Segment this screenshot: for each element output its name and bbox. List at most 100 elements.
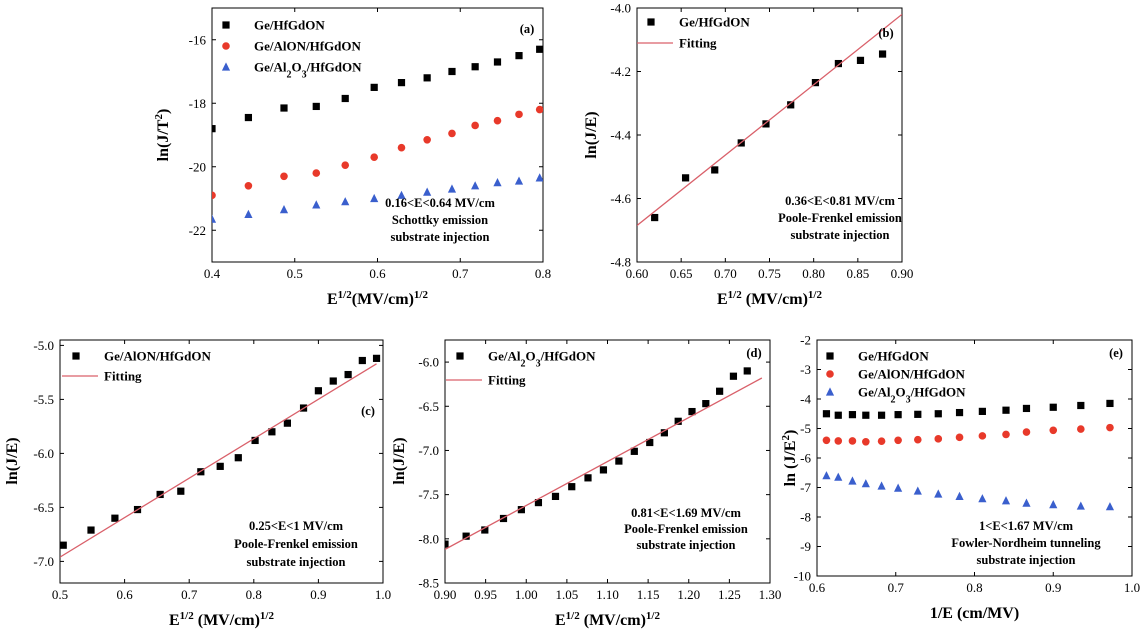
data-point bbox=[822, 471, 831, 480]
data-point bbox=[493, 58, 502, 66]
data-point bbox=[702, 400, 710, 408]
annotation-text: 1<E<1.67 MV/cm bbox=[979, 519, 1074, 533]
annotation-text: Schottky emission bbox=[392, 213, 488, 227]
y-tick-label: -5.0 bbox=[33, 338, 54, 353]
data-point bbox=[651, 213, 659, 222]
y-tick-label: -6.5 bbox=[418, 399, 439, 414]
data-point bbox=[978, 494, 987, 503]
data-point bbox=[1077, 425, 1085, 433]
data-point bbox=[934, 435, 943, 443]
y-tick-label: -6.5 bbox=[33, 500, 54, 515]
data-point bbox=[244, 113, 253, 122]
y-tick-label: -4 bbox=[800, 392, 811, 407]
data-point bbox=[894, 483, 903, 492]
data-point bbox=[397, 79, 406, 87]
x-axis-label: 1/E (cm/MV) bbox=[930, 605, 1019, 622]
panel-label: (d) bbox=[746, 346, 761, 360]
annotation-text: 0.25<E<1 MV/cm bbox=[249, 519, 344, 533]
data-point bbox=[584, 474, 592, 482]
series-ge-hfgdon bbox=[822, 399, 1114, 419]
legend: Ge/HfGdON Ge/AlON/HfGdON Ge/Al2O3/HfGdON bbox=[221, 18, 362, 81]
legend-marker bbox=[825, 387, 835, 396]
x-tick-label: 1.20 bbox=[677, 587, 700, 602]
y-tick-label: -5 bbox=[800, 421, 811, 436]
y-axis-label: ln(J/E) bbox=[4, 437, 21, 484]
plot-area bbox=[445, 367, 763, 550]
data-point bbox=[312, 200, 321, 209]
chart-panel-c: 0.5 0.6 0.7 0.8 0.9 1.0 -7.0 -6.5 -6.0 -5.5 -5.0 E1… bbox=[4, 338, 391, 629]
data-point bbox=[862, 437, 870, 446]
data-point bbox=[111, 514, 119, 522]
data-point bbox=[716, 387, 724, 395]
y-tick-label: -9 bbox=[800, 539, 811, 554]
legend: Ge/HfGdON Ge/AlON/HfGdON Ge/Al2O3/HfGdON bbox=[825, 349, 966, 405]
data-point bbox=[834, 411, 842, 419]
data-point bbox=[660, 429, 668, 437]
x-tick-label: 0.9 bbox=[310, 587, 326, 602]
data-point bbox=[599, 466, 608, 474]
x-tick-label: 0.85 bbox=[846, 266, 869, 281]
data-point bbox=[481, 526, 489, 534]
annotation-text: 0.36<E<0.81 MV/cm bbox=[785, 194, 895, 208]
data-point bbox=[1049, 500, 1058, 509]
data-point bbox=[568, 483, 576, 491]
annotation-text: 0.16<E<0.64 MV/cm bbox=[385, 196, 495, 210]
y-tick-label: -18 bbox=[189, 96, 206, 111]
data-point bbox=[822, 410, 831, 418]
data-point bbox=[60, 541, 67, 549]
x-tick-label: 0.7 bbox=[452, 266, 469, 281]
y-tick-label: -7 bbox=[800, 480, 811, 495]
data-point bbox=[212, 125, 216, 133]
x-tick-label: 0.7 bbox=[181, 587, 198, 602]
x-axis-label: E1/2(MV/cm)1/2 bbox=[327, 289, 428, 308]
data-point bbox=[955, 433, 964, 442]
annotation-text: substrate injection bbox=[391, 230, 490, 244]
legend-label: Ge/HfGdON bbox=[858, 349, 929, 364]
data-point bbox=[674, 417, 682, 425]
data-point bbox=[878, 50, 887, 58]
data-point bbox=[244, 182, 253, 190]
y-tick-label: -10 bbox=[794, 569, 811, 584]
legend: Ge/Al2O3/HfGdON Fitting bbox=[446, 349, 596, 388]
data-point bbox=[787, 101, 795, 109]
y-tick-label: -22 bbox=[189, 223, 206, 238]
data-point bbox=[370, 193, 379, 203]
data-point bbox=[370, 153, 378, 162]
panel-label: (c) bbox=[361, 404, 375, 418]
y-tick-label: -2 bbox=[800, 333, 811, 348]
panel-label: (b) bbox=[878, 26, 893, 40]
x-tick-label: 0.7 bbox=[888, 580, 905, 595]
data-point bbox=[861, 479, 870, 488]
x-tick-label: 1.25 bbox=[718, 587, 741, 602]
data-point bbox=[856, 56, 865, 64]
series-ge-al2o3-hfgdon bbox=[445, 367, 751, 548]
data-point bbox=[372, 354, 381, 362]
data-point bbox=[1106, 399, 1114, 408]
data-point bbox=[743, 367, 751, 375]
data-point bbox=[344, 370, 352, 379]
legend-marker bbox=[826, 352, 834, 360]
data-point bbox=[279, 205, 289, 214]
y-tick-label: -8.0 bbox=[418, 531, 439, 546]
x-tick-label: 1.00 bbox=[515, 587, 538, 602]
x-tick-label: 1.0 bbox=[1124, 580, 1140, 595]
data-point bbox=[341, 197, 350, 206]
data-point bbox=[517, 506, 525, 514]
legend-marker bbox=[647, 18, 655, 26]
x-tick-label: 0.90 bbox=[891, 266, 914, 281]
data-point bbox=[156, 490, 164, 499]
y-axis-label: ln(J/T2) bbox=[153, 109, 172, 162]
annotation-text: substrate injection bbox=[977, 553, 1076, 567]
data-point bbox=[283, 419, 291, 427]
legend-label: Ge/Al2O3/HfGdON bbox=[254, 60, 362, 81]
data-point bbox=[862, 411, 870, 419]
series-fitting bbox=[637, 13, 902, 226]
annotation-text: substrate injection bbox=[637, 538, 736, 552]
data-point bbox=[515, 110, 523, 119]
data-point bbox=[329, 377, 337, 385]
legend-marker bbox=[826, 370, 834, 378]
data-point bbox=[1049, 403, 1057, 411]
legend-marker bbox=[222, 42, 230, 50]
x-tick-label: 0.5 bbox=[52, 587, 68, 602]
legend-marker bbox=[222, 21, 230, 29]
